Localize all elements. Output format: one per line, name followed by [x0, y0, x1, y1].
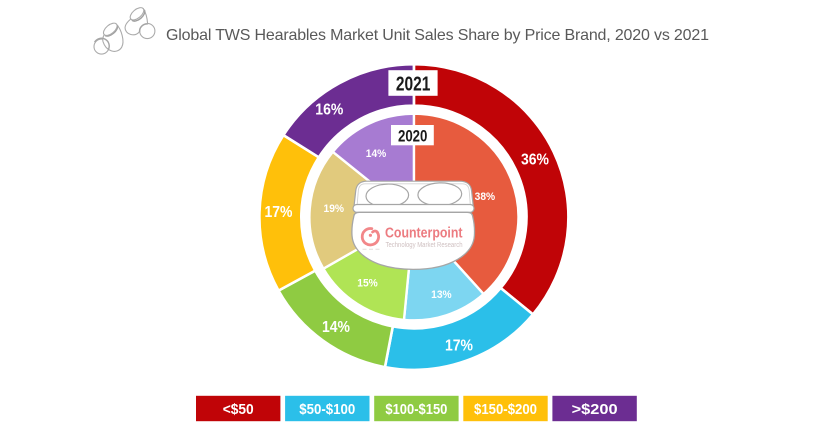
- svg-text:$150-$200: $150-$200: [474, 401, 537, 418]
- svg-text:38%: 38%: [475, 191, 496, 203]
- svg-text:2021: 2021: [396, 74, 431, 96]
- svg-text:17%: 17%: [265, 204, 293, 221]
- svg-text:15%: 15%: [357, 277, 378, 289]
- svg-text:14%: 14%: [366, 148, 387, 160]
- svg-text:>$200: >$200: [572, 401, 618, 418]
- svg-text:13%: 13%: [431, 289, 452, 301]
- svg-text:17%: 17%: [445, 337, 473, 354]
- svg-text:36%: 36%: [521, 151, 549, 168]
- svg-text:14%: 14%: [322, 319, 350, 336]
- svg-text:Counterpoint: Counterpoint: [385, 225, 463, 241]
- svg-text:Global TWS Hearables Market Un: Global TWS Hearables Market Unit Sales S…: [166, 27, 709, 44]
- svg-text:Technology Market Research: Technology Market Research: [386, 242, 463, 249]
- svg-text:$50-$100: $50-$100: [299, 401, 355, 418]
- svg-text:$100-$150: $100-$150: [385, 401, 447, 418]
- svg-text:19%: 19%: [324, 203, 345, 215]
- svg-text:16%: 16%: [315, 101, 343, 118]
- svg-text:<$50: <$50: [223, 401, 254, 418]
- svg-text:2020: 2020: [398, 126, 428, 145]
